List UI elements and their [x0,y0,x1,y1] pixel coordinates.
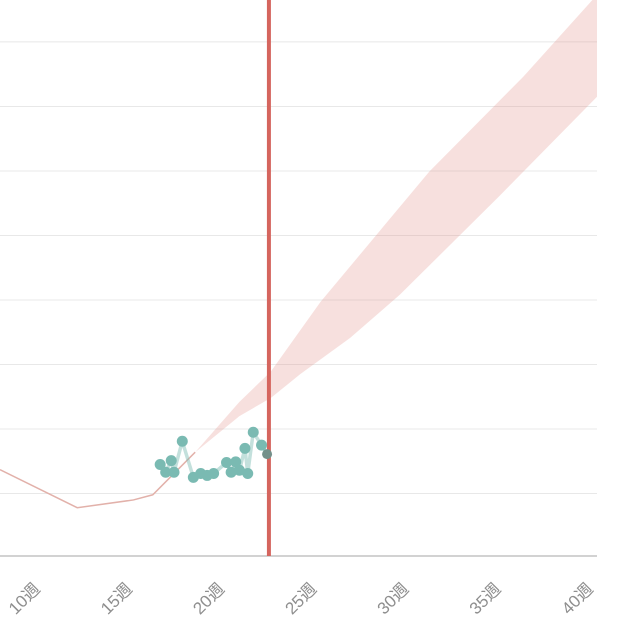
x-axis-tick-label: 30週 [374,579,413,618]
weight-point [225,466,237,478]
latest-weight-point [262,449,273,460]
weight-point [230,456,242,468]
gridlines [0,41,597,494]
weight-point [208,467,220,479]
weight-point [256,439,268,451]
x-axis-tick-label: 35週 [466,579,505,618]
weight-point [176,435,188,447]
x-axis-tick-labels: 10週 15週 20週 25週 30週 35週 40週 [5,579,597,618]
plot-area [0,0,597,556]
x-axis-tick-label: 15週 [97,579,136,618]
x-axis-tick-label: 40週 [558,579,597,618]
history-line [0,451,196,509]
weight-point [221,457,233,469]
weight-point [239,442,251,454]
weight-point [165,455,177,467]
weight-point [242,467,254,479]
weight-point [154,458,166,470]
projection-band-area [195,0,597,453]
x-axis-tick-label: 20週 [189,579,228,618]
weight-point [168,466,180,478]
weight-point [160,466,172,478]
weight-point [233,464,245,476]
x-axis-tick-label: 25週 [282,579,321,618]
weight-point [247,426,259,438]
recorded-weight-series [154,426,273,483]
x-axis-tick-label: 10週 [5,579,44,618]
